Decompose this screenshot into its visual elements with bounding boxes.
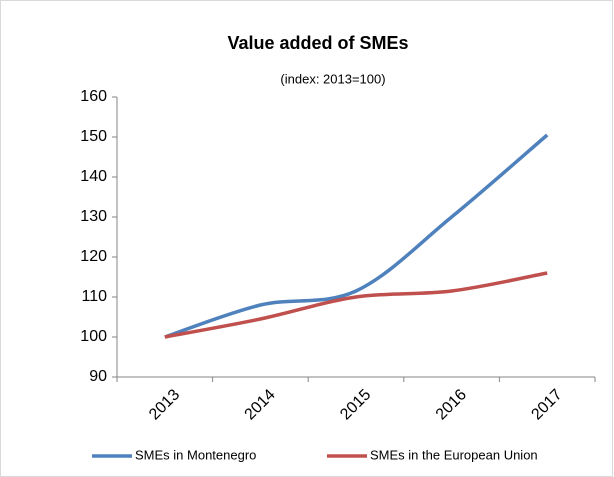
legend-label: SMEs in Montenegro xyxy=(135,447,256,462)
y-tick-label: 100 xyxy=(80,328,107,345)
y-tick-label: 90 xyxy=(89,368,107,385)
y-tick-label: 160 xyxy=(80,88,107,105)
y-tick-label: 130 xyxy=(80,208,107,225)
y-tick-label: 110 xyxy=(81,288,107,305)
legend-label: SMEs in the European Union xyxy=(370,447,538,462)
y-tick-label: 140 xyxy=(80,168,107,185)
line-series xyxy=(164,133,549,339)
y-tick-label: 150 xyxy=(80,128,107,145)
chart-title: Value added of SMEs xyxy=(227,33,408,53)
y-tick-label: 120 xyxy=(80,248,107,265)
line-series xyxy=(164,271,548,339)
chart-subtitle: (index: 2013=100) xyxy=(280,71,385,86)
